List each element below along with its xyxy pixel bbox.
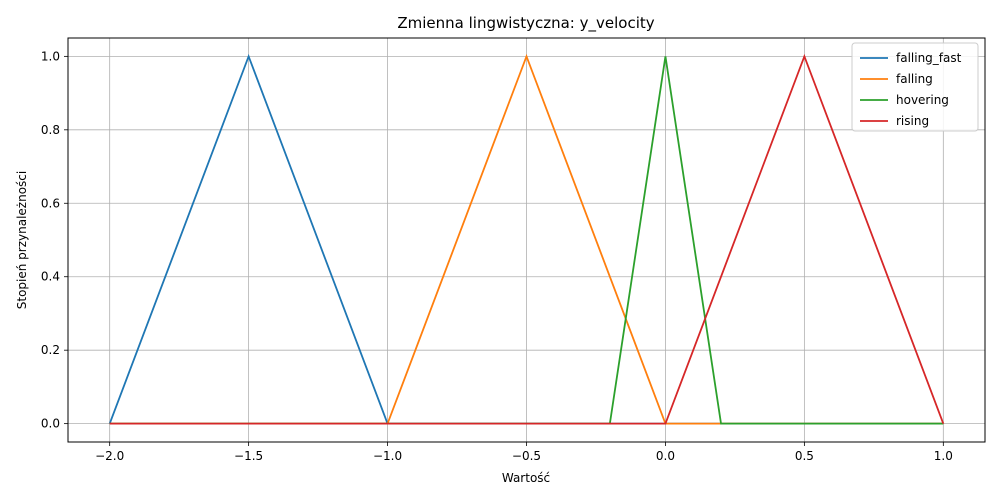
x-axis-label: Wartość [502, 471, 550, 485]
series-line-rising [109, 53, 945, 425]
legend-label: falling_fast [896, 51, 962, 65]
legend-label: falling [896, 72, 933, 86]
x-tick-label: −1.0 [373, 449, 402, 463]
y-axis: 0.0 0.2 0.4 0.6 0.8 1.0 [41, 49, 68, 431]
x-tick-label: −2.0 [95, 449, 124, 463]
x-tick-label: −1.5 [234, 449, 263, 463]
legend-label: rising [896, 114, 929, 128]
chart-title: Zmienna lingwistyczna: y_velocity [397, 14, 654, 33]
legend-label: hovering [896, 93, 949, 107]
x-tick-label: −0.5 [512, 449, 541, 463]
y-tick-label: 1.0 [41, 49, 60, 63]
x-tick-label: 0.5 [795, 449, 814, 463]
legend-box [851, 42, 979, 132]
series-lines [108, 53, 945, 425]
x-tick-label: 0.0 [656, 449, 675, 463]
y-tick-label: 0.0 [41, 417, 60, 431]
y-tick-label: 0.2 [41, 343, 60, 357]
y-tick-label: 0.6 [41, 196, 60, 210]
y-tick-label: 0.8 [41, 123, 60, 137]
y-axis-label: Stopień przynależności [15, 171, 29, 309]
x-tick-label: 1.0 [934, 449, 953, 463]
x-axis: −2.0 −1.5 −1.0 −0.5 0.0 0.5 1.0 [95, 442, 953, 463]
y-tick-label: 0.4 [41, 270, 60, 284]
grid [68, 38, 985, 442]
